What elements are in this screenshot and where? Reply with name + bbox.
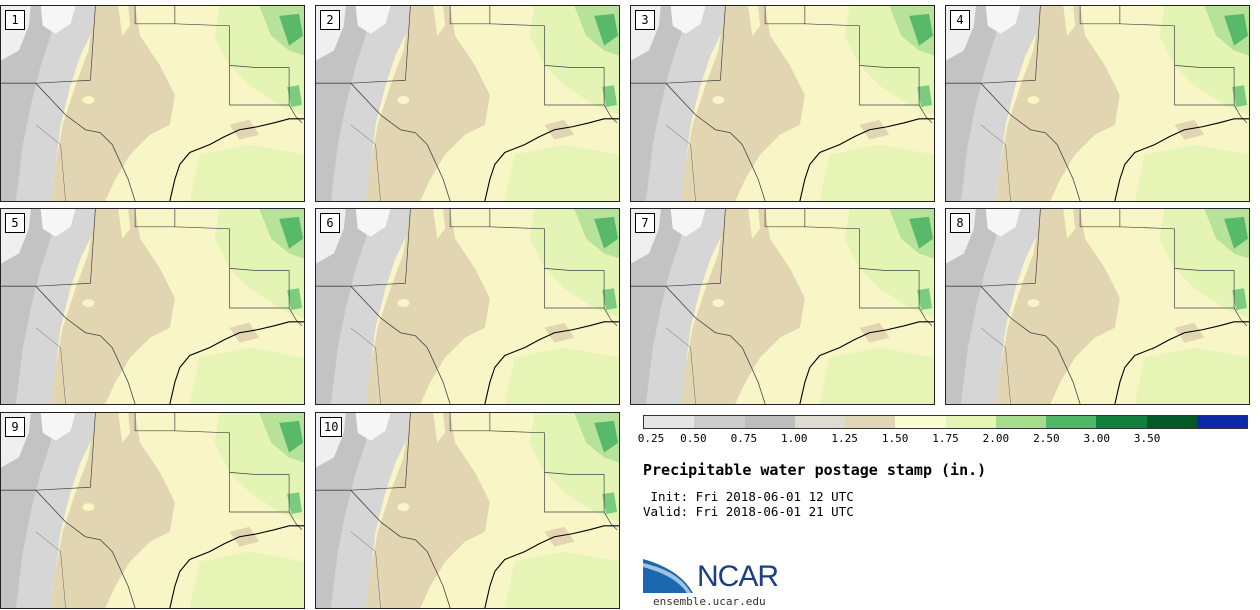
colorbar-segment [1046,416,1097,428]
colorbar [643,415,1248,429]
member-number-badge: 3 [635,10,655,30]
ncar-logo-icon [643,555,697,593]
logo-text: NCAR [697,560,779,593]
map-panel-3: 3 [630,5,935,202]
colorbar-segment [644,416,695,428]
colorbar-segment [1096,416,1147,428]
colorbar-segment [744,416,795,428]
colorbar-segment [794,416,845,428]
member-number-badge: 5 [5,213,25,233]
colorbar-label: 2.00 [982,432,1010,445]
colorbar-segment [1196,416,1247,428]
colorbar-segment [845,416,896,428]
colorbar-segment [945,416,996,428]
member-number-badge: 10 [320,417,343,437]
member-number-badge: 9 [5,417,25,437]
colorbar-label: 1.25 [831,432,858,445]
map-panel-9: 9 [0,412,305,609]
colorbar-label: 2.50 [1033,432,1060,445]
colorbar-label: 0.75 [730,432,758,445]
colorbar-segment [995,416,1046,428]
valid-time: Valid: Fri 2018-06-01 21 UTC [643,504,854,519]
member-number-badge: 4 [950,10,970,30]
chart-title: Precipitable water postage stamp (in.) [643,461,987,479]
map-panel-6: 6 [315,208,620,405]
colorbar-label: 3.50 [1133,432,1161,445]
map-panel-4: 4 [945,5,1250,202]
logo-url: ensemble.ucar.edu [653,595,766,608]
colorbar-segment [895,416,946,428]
member-number-badge: 1 [5,10,25,30]
colorbar-labels: 0.25 0.50 0.75 1.00 1.25 1.50 1.75 2.00 2.50 3.00… [638,432,1248,448]
map-panel-2: 2 [315,5,620,202]
member-number-badge: 2 [320,10,340,30]
colorbar-label: 0.50 [680,432,707,445]
map-panel-1: 1 [0,5,305,202]
member-number-badge: 8 [950,213,970,233]
map-panel-5: 5 [0,208,305,405]
colorbar-segment [1146,416,1197,428]
member-number-badge: 7 [635,213,655,233]
init-time: Init: Fri 2018-06-01 12 UTC [643,489,854,504]
colorbar-label: 1.75 [932,432,959,445]
colorbar-label: 0.25 [637,432,665,445]
map-panel-7: 7 [630,208,935,405]
colorbar-segment [694,416,745,428]
colorbar-label: 1.50 [881,432,909,445]
map-panel-10: 10 [315,412,620,609]
colorbar-label: 3.00 [1083,432,1111,445]
map-panel-8: 8 [945,208,1250,405]
member-number-badge: 6 [320,213,340,233]
colorbar-label: 1.00 [781,432,808,445]
